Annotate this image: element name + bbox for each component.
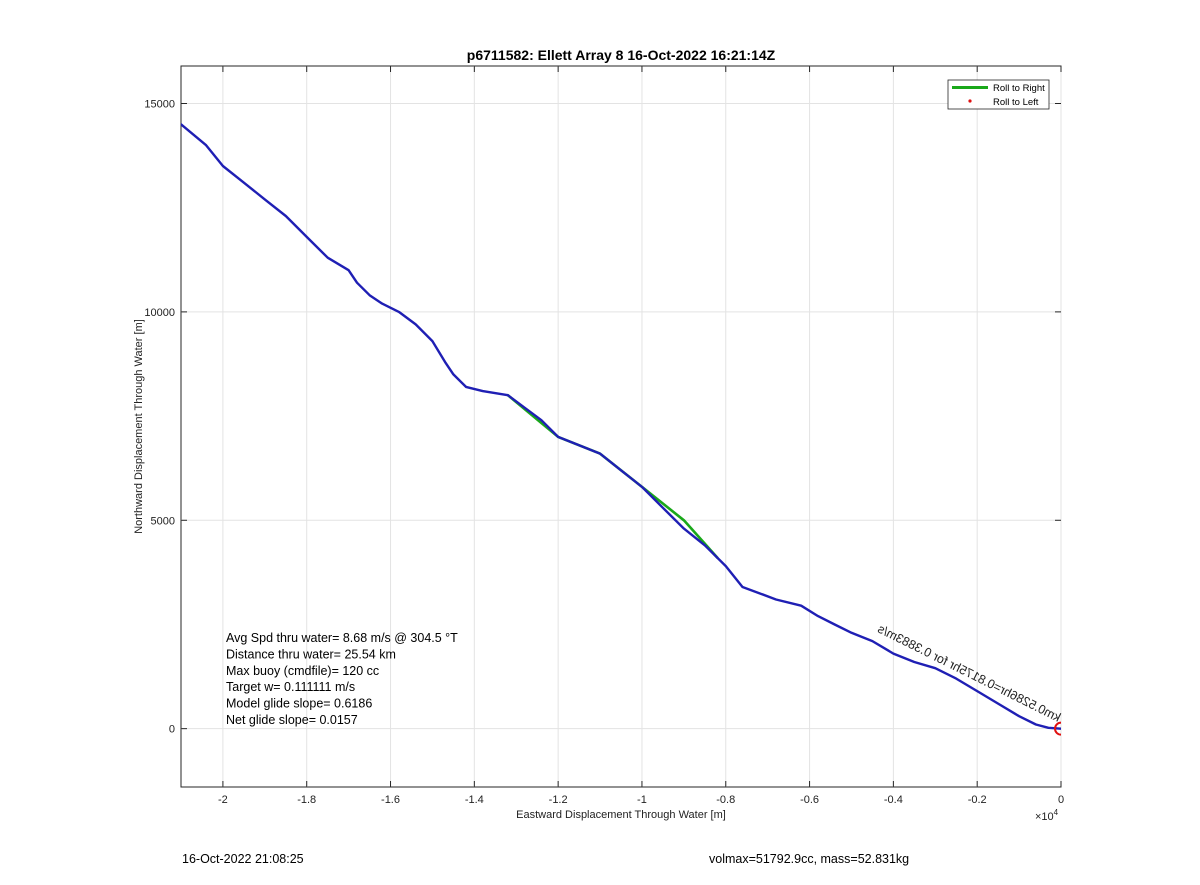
footer-timestamp: 16-Oct-2022 21:08:25 (182, 852, 304, 866)
stat-target-w: Target w= 0.111111 m/s (226, 680, 355, 694)
series-track-line (181, 123, 1061, 730)
x-tick-label: 0 (1058, 794, 1064, 806)
x-tick-label: -0.8 (716, 794, 735, 806)
x-axis-multiplier: ×104 (1035, 808, 1059, 823)
x-tick-label: -1.4 (465, 794, 484, 806)
x-tick-label: -1.2 (549, 794, 568, 806)
x-axis-ticks: -2 -1.8 -1.6 -1.4 -1.2 -1 -0.8 -0.6 -0.4 -0.2 0 (218, 66, 1064, 806)
legend-label-roll-right: Roll to Right (993, 83, 1045, 94)
stat-max-buoy: Max buoy (cmdfile)= 120 cc (226, 664, 379, 678)
stats-block: Avg Spd thru water= 8.68 m/s @ 304.5 °T … (226, 631, 458, 727)
y-tick-label: 0 (169, 724, 175, 736)
legend-label-roll-left: Roll to Left (993, 97, 1039, 108)
legend-swatch-roll-left (968, 99, 972, 103)
x-tick-label: -1 (637, 794, 647, 806)
series-layer (181, 123, 1061, 736)
legend-box (947, 79, 1050, 110)
plot-area (180, 65, 1062, 788)
stat-distance: Distance thru water= 25.54 km (226, 647, 396, 661)
x-tick-label: -2 (218, 794, 228, 806)
x-tick-label: -0.4 (884, 794, 903, 806)
y-axis-label: Northward Displacement Through Water [m] (133, 319, 145, 534)
y-tick-label: 5000 (151, 515, 175, 527)
y-tick-label: 10000 (144, 307, 175, 319)
stat-model-glide-slope: Model glide slope= 0.6186 (226, 697, 372, 711)
x-tick-label: -0.6 (800, 794, 819, 806)
y-tick-label: 15000 (144, 99, 175, 111)
x-axis-label: Eastward Displacement Through Water [m] (516, 809, 726, 821)
footer-vehicle-info: volmax=51792.9cc, mass=52.831kg (709, 852, 910, 866)
chart-title: p6711582: Ellett Array 8 16-Oct-2022 16:… (467, 47, 776, 63)
y-axis-ticks: 0 5000 10000 15000 (144, 99, 1061, 736)
x-tick-label: -1.8 (297, 794, 316, 806)
stat-avg-speed: Avg Spd thru water= 8.68 m/s @ 304.5 °T (226, 631, 458, 645)
legend: Roll to Right Roll to Left (947, 79, 1050, 110)
grid (181, 66, 1062, 787)
stat-net-glide-slope: Net glide slope= 0.0157 (226, 713, 358, 727)
x-tick-label: -0.2 (968, 794, 987, 806)
x-tick-label: -1.6 (381, 794, 400, 806)
end-position-marker (1054, 721, 1061, 736)
